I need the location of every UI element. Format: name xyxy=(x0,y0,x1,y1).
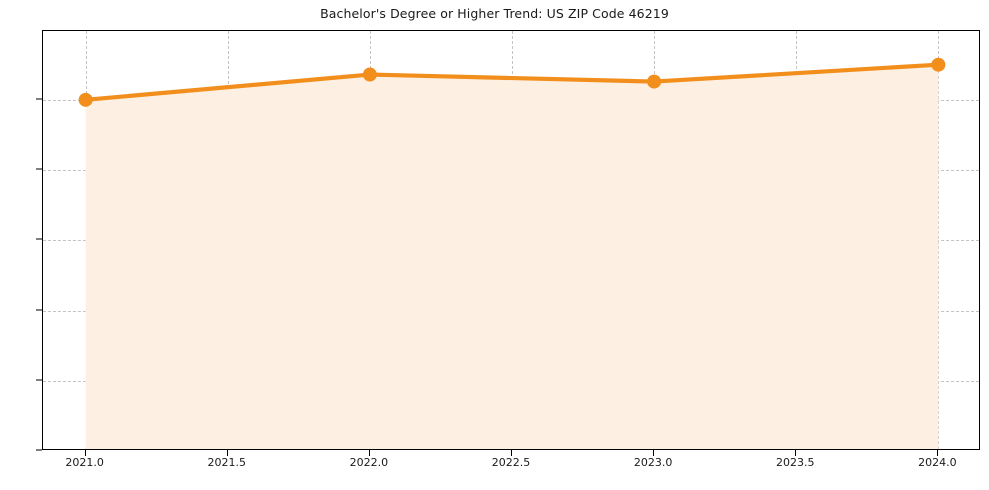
area-fill xyxy=(85,64,939,449)
data-point-marker xyxy=(647,74,662,89)
x-axis-tick-label: 2023.5 xyxy=(775,456,815,469)
plot-area xyxy=(42,30,980,450)
x-axis-tick-label: 2021.5 xyxy=(207,456,247,469)
chart-title: Bachelor's Degree or Higher Trend: US ZI… xyxy=(320,6,669,21)
data-point-marker xyxy=(78,92,93,107)
trend-line xyxy=(83,62,941,102)
x-axis-tick-mark xyxy=(226,450,228,456)
x-axis-tick-label: 2024.0 xyxy=(918,456,957,469)
data-point-markers xyxy=(78,57,946,107)
x-axis-tick-mark xyxy=(84,450,86,456)
x-axis-tick-label: 2022.0 xyxy=(349,456,389,469)
x-axis-tick-mark xyxy=(511,450,512,456)
x-axis-tick-label: 2021.0 xyxy=(65,456,104,469)
x-axis-tick-mark xyxy=(653,450,655,456)
x-axis-tick-mark xyxy=(795,450,797,456)
data-series-layer xyxy=(78,57,946,449)
gridline-vertical xyxy=(938,31,940,449)
x-axis-tick-label: 2022.5 xyxy=(491,456,531,469)
x-axis-tick-label: 2023.0 xyxy=(633,456,673,469)
x-axis-tick-mark xyxy=(368,450,370,456)
data-point-marker xyxy=(362,67,377,82)
data-point-marker xyxy=(931,57,946,72)
x-axis-tick-mark xyxy=(937,450,939,456)
